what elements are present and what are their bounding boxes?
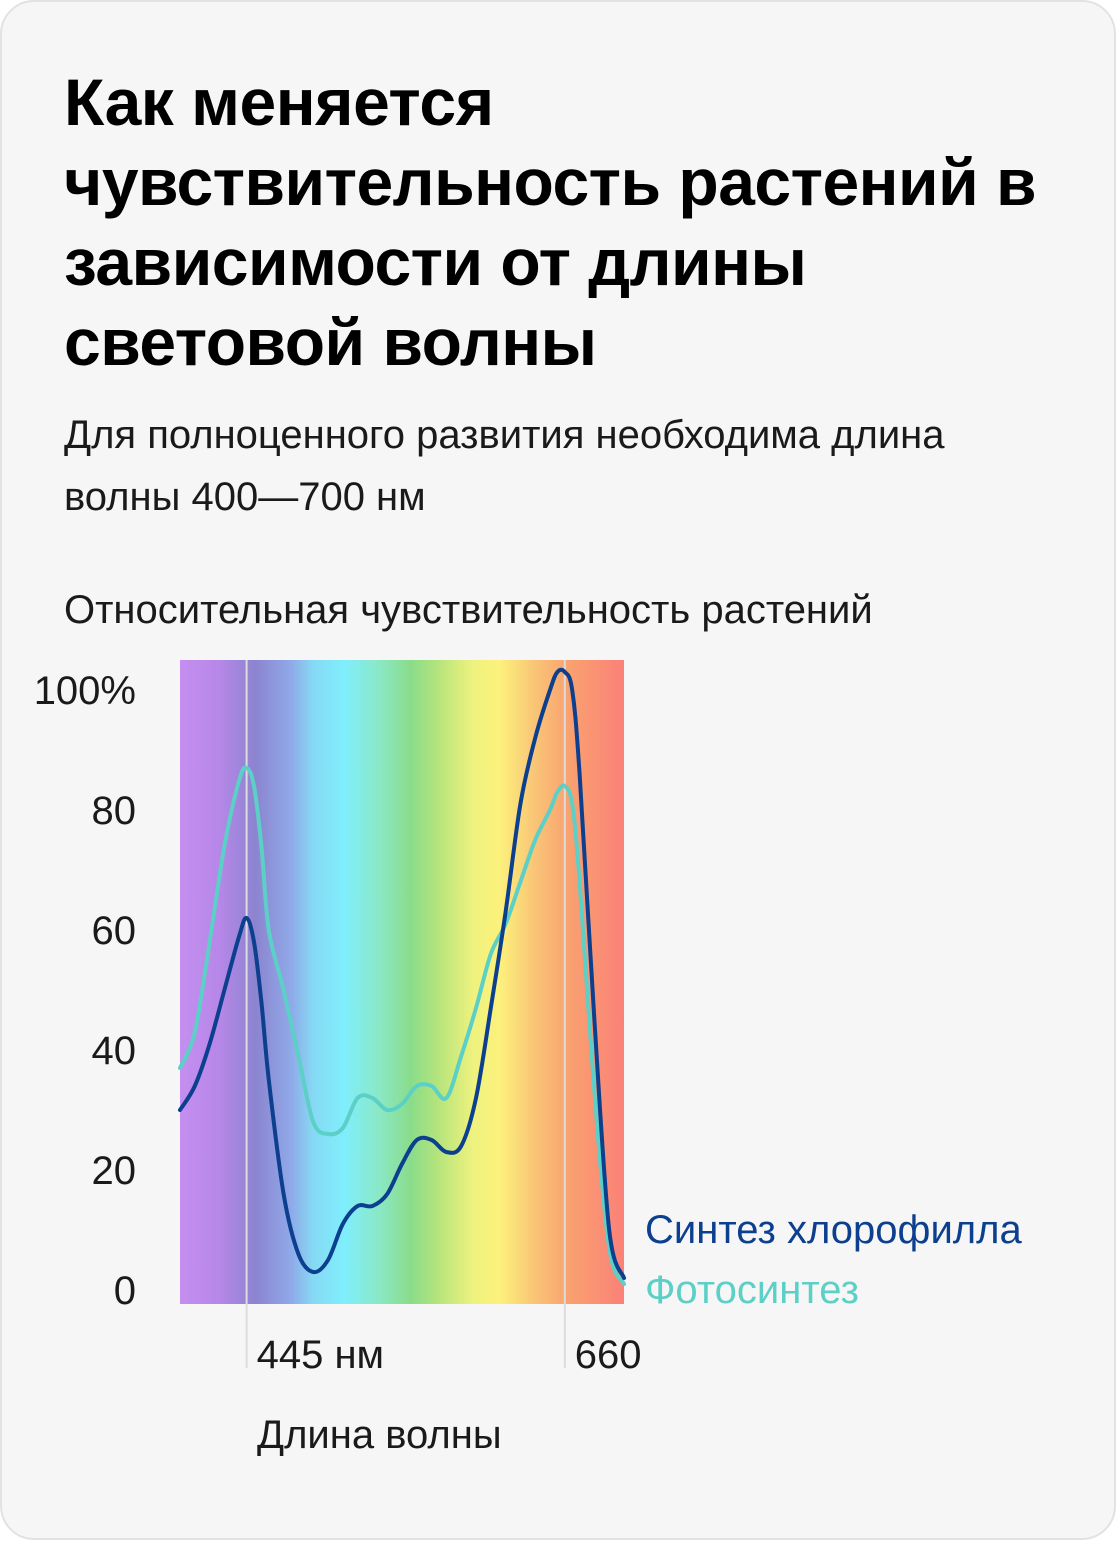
chart-subtitle: Для полноценного развития необходима дли… (64, 413, 945, 519)
chart-title: Как меняется чувствительность растений в… (64, 65, 1037, 379)
legend-item-chlorophyll: Синтез хлорофилла (645, 1208, 1022, 1252)
y-tick-label-20: 20 (92, 1149, 137, 1193)
x-axis-label: Длина волны (257, 1413, 502, 1457)
legend-item-photosynthesis: Фотосинтез (645, 1268, 859, 1312)
series-line-chlorophyll (178, 667, 626, 1280)
spectrum-background (180, 660, 624, 1304)
y-tick-label-0: 0 (114, 1269, 136, 1313)
series-line-photosynthesis (178, 765, 626, 1286)
y-tick-label-40: 40 (92, 1029, 137, 1073)
y-tick-label-60: 60 (92, 909, 137, 953)
x-marker-label-445: 445 нм (257, 1333, 384, 1377)
x-marker-label-660: 660 (575, 1333, 642, 1377)
y-axis-label: Относительная чувствительность растений (64, 588, 873, 632)
y-tick-label-80: 80 (92, 789, 137, 833)
y-tick-label-100: 100% (34, 669, 136, 713)
